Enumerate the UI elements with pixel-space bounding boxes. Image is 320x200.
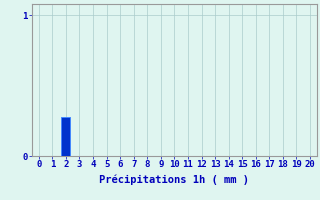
X-axis label: Précipitations 1h ( mm ): Précipitations 1h ( mm ): [100, 175, 249, 185]
Bar: [61, 117, 70, 156]
